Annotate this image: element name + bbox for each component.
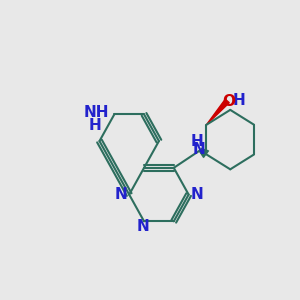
Text: N: N: [115, 187, 127, 202]
Text: N: N: [190, 187, 203, 202]
Text: N: N: [193, 142, 206, 157]
Text: N: N: [136, 219, 149, 234]
Text: O: O: [222, 94, 235, 109]
Text: H: H: [232, 94, 245, 109]
Text: H: H: [190, 134, 203, 148]
Text: NH: NH: [84, 105, 109, 120]
Text: H: H: [88, 118, 101, 133]
Polygon shape: [206, 99, 229, 125]
